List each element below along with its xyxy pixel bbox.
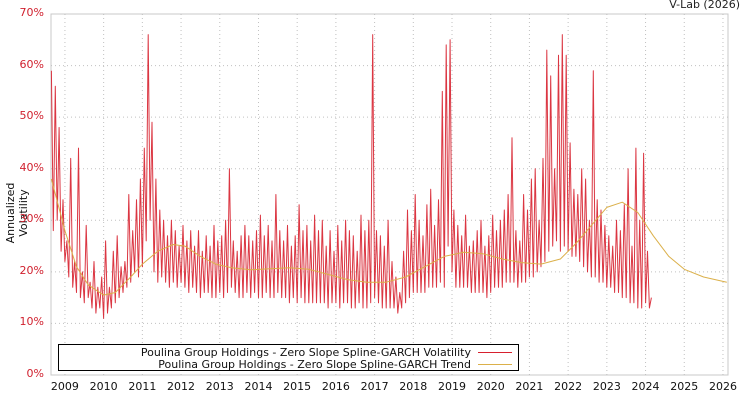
chart-legend: Poulina Group Holdings - Zero Slope Spli… — [58, 344, 519, 371]
trend-line — [50, 178, 727, 296]
x-tick-label: 2019 — [438, 380, 466, 393]
x-tick-label: 2014 — [244, 380, 273, 393]
y-tick-label: 50% — [19, 109, 44, 123]
x-tick-label: 2015 — [283, 380, 312, 393]
x-tick-label: 2022 — [554, 380, 583, 393]
x-tick-label: 2018 — [399, 380, 428, 393]
y-tick-label: 0% — [26, 367, 44, 380]
x-tick-label: 2020 — [476, 380, 505, 393]
x-tick-label: 2016 — [321, 380, 350, 393]
x-tick-label: 2024 — [631, 380, 660, 393]
x-tick-label: 2011 — [128, 380, 157, 393]
y-tick-label: 70% — [19, 6, 44, 19]
x-tick-label: 2026 — [708, 380, 737, 393]
y-tick-label: 40% — [19, 160, 44, 174]
legend-item-trend: Poulina Group Holdings - Zero Slope Spli… — [158, 357, 512, 371]
y-tick-label: 60% — [19, 57, 44, 71]
x-tick-label: 2010 — [89, 380, 118, 393]
credit-label: V-Lab (2026) — [669, 0, 740, 11]
x-tick-label: 2017 — [360, 380, 389, 393]
legend-label-volatility: Poulina Group Holdings - Zero Slope Spli… — [140, 345, 471, 359]
legend-swatch-trend — [478, 363, 512, 365]
y-tick-label: 20% — [19, 263, 44, 277]
y-tick-label: 10% — [19, 315, 44, 329]
y-tick-label: 30% — [19, 212, 44, 226]
x-tick-label: 2021 — [515, 380, 544, 393]
x-tick-label: 2025 — [670, 380, 699, 393]
legend-item-volatility: Poulina Group Holdings - Zero Slope Spli… — [140, 345, 512, 359]
x-tick-label: 2012 — [167, 380, 196, 393]
series-lines — [50, 34, 727, 319]
x-tick-label: 2023 — [592, 380, 621, 393]
legend-swatch-volatility — [478, 351, 512, 353]
volatility-line — [50, 34, 652, 319]
x-tick-label: 2009 — [50, 380, 79, 393]
x-tick-label: 2013 — [205, 380, 234, 393]
legend-label-trend: Poulina Group Holdings - Zero Slope Spli… — [158, 357, 471, 371]
plot-area — [50, 13, 729, 376]
